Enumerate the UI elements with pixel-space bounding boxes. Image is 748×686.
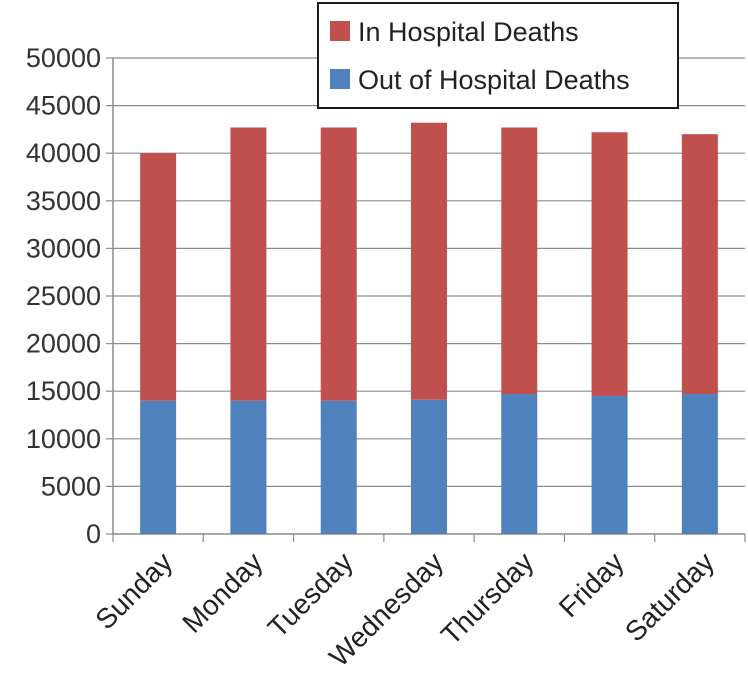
bar-in-hospital-sunday bbox=[140, 153, 177, 401]
y-tick-label: 30000 bbox=[26, 233, 101, 263]
bar-out-of-hospital-thursday bbox=[501, 394, 538, 534]
y-tick-label: 5000 bbox=[41, 471, 101, 501]
legend-label-in-hospital: In Hospital Deaths bbox=[358, 17, 579, 47]
x-tick-label-monday: Monday bbox=[176, 546, 268, 638]
y-tick-label: 40000 bbox=[26, 138, 101, 168]
y-tick-label: 10000 bbox=[26, 424, 101, 454]
bar-out-of-hospital-saturday bbox=[681, 394, 718, 534]
bar-out-of-hospital-tuesday bbox=[320, 400, 357, 534]
bar-in-hospital-monday bbox=[230, 127, 267, 401]
x-tick-label-sunday: Sunday bbox=[89, 546, 178, 635]
y-tick-label: 35000 bbox=[26, 186, 101, 216]
y-tick-label: 20000 bbox=[26, 329, 101, 359]
bar-in-hospital-friday bbox=[591, 132, 628, 396]
x-tick-label-friday: Friday bbox=[553, 546, 630, 623]
x-tick-label-thursday: Thursday bbox=[435, 546, 539, 650]
bar-out-of-hospital-monday bbox=[230, 400, 267, 534]
legend-swatch-out-of-hospital bbox=[330, 69, 350, 89]
bar-in-hospital-thursday bbox=[501, 127, 538, 395]
legend-label-out-of-hospital: Out of Hospital Deaths bbox=[358, 65, 630, 95]
legend-swatch-in-hospital bbox=[330, 21, 350, 41]
x-tick-label-saturday: Saturday bbox=[619, 546, 720, 647]
bar-out-of-hospital-sunday bbox=[140, 400, 177, 534]
bar-out-of-hospital-friday bbox=[591, 395, 628, 534]
y-tick-label: 25000 bbox=[26, 281, 101, 311]
bar-out-of-hospital-wednesday bbox=[411, 399, 447, 534]
y-tick-label: 50000 bbox=[26, 43, 101, 73]
legend-box bbox=[317, 2, 679, 109]
bar-in-hospital-wednesday bbox=[411, 122, 447, 400]
bar-in-hospital-saturday bbox=[681, 134, 718, 395]
y-tick-label: 15000 bbox=[26, 376, 101, 406]
y-tick-label: 45000 bbox=[26, 91, 101, 121]
bar-in-hospital-tuesday bbox=[320, 127, 357, 401]
y-tick-label: 0 bbox=[86, 519, 101, 549]
